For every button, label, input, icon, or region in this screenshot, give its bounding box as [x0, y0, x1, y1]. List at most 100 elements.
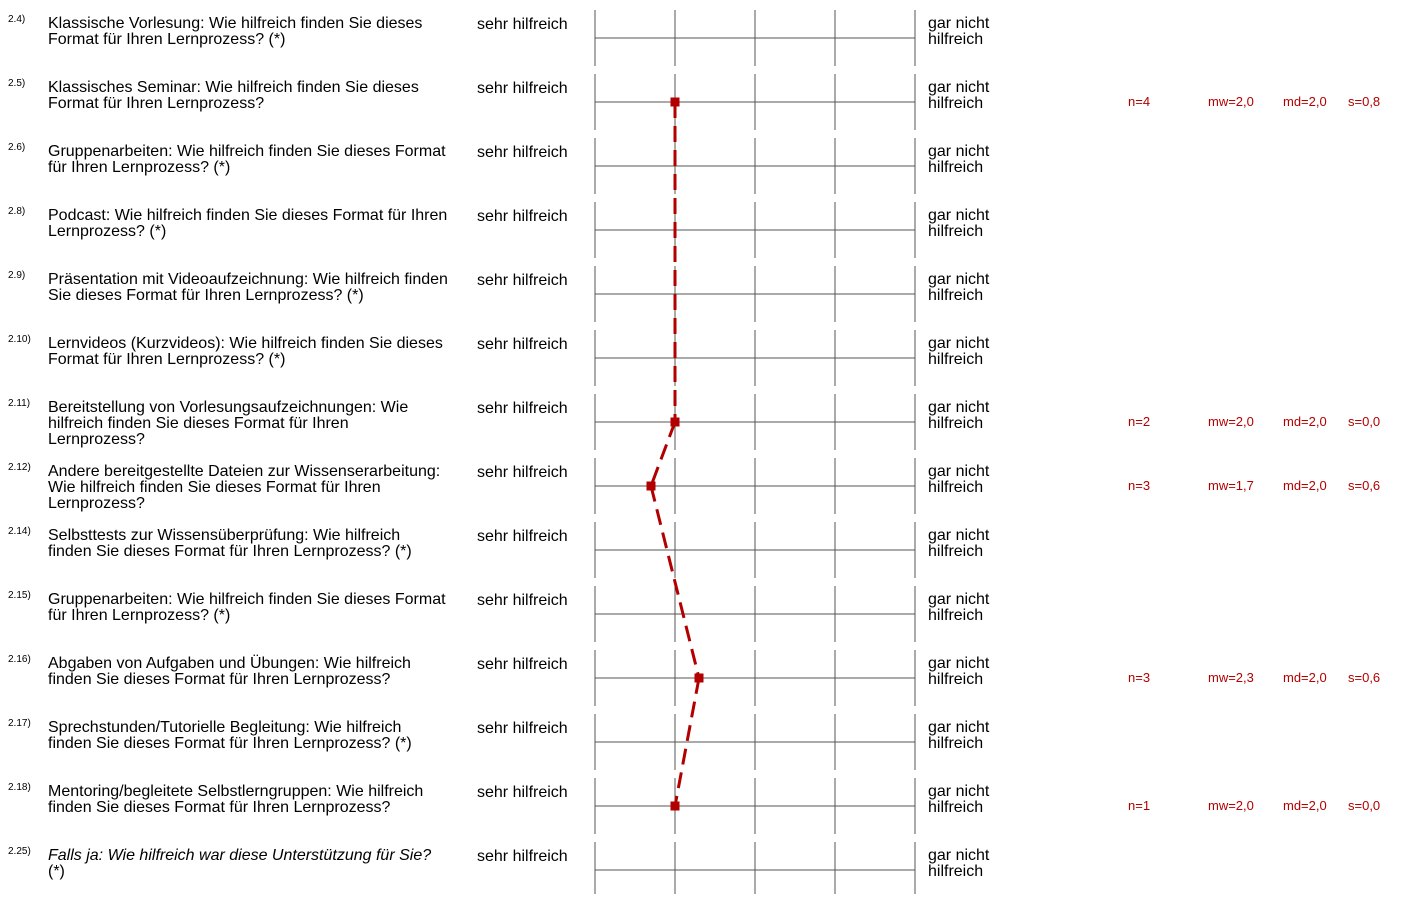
question-text: Andere bereitgestellte Dateien zur Wisse… [48, 463, 441, 512]
stat-n: n=2 [1128, 414, 1151, 429]
stat-mw: mw=2,0 [1208, 414, 1254, 429]
item-number: 2.10) [8, 334, 31, 345]
survey-row: 2.11) Bereitstellung von Vorlesungsaufzei… [0, 390, 1410, 454]
question-suffix: (*) [48, 863, 65, 880]
scale-left-label: sehr hilfreich [477, 16, 568, 33]
survey-row: 2.6) Gruppenarbeiten: Wie hilfreich finde… [0, 134, 1410, 198]
item-number: 2.8) [8, 206, 26, 217]
question-text: Bereitstellung von Vorlesungsaufzeichnun… [48, 399, 409, 448]
item-number: 2.5) [8, 78, 26, 89]
stat-md: md=2,0 [1283, 670, 1327, 685]
mean-marker [670, 801, 680, 811]
question-text: Klassisches Seminar: Wie hilfreich finde… [48, 79, 419, 112]
question-italic: Falls ja: Wie hilfreich war diese Unters… [48, 847, 432, 864]
scale-left-label: sehr hilfreich [477, 528, 568, 545]
scale-left-label: sehr hilfreich [477, 208, 568, 225]
stat-s: s=0,0 [1348, 414, 1381, 429]
scale-right-label: gar nicht hilfreich [928, 655, 990, 688]
mean-marker [670, 97, 680, 107]
mean-marker [670, 417, 680, 427]
survey-row: 2.18) Mentoring/begleitete Selbstlerngrup… [0, 774, 1410, 838]
scale-right-label: gar nicht hilfreich [928, 271, 990, 304]
scale-left-label: sehr hilfreich [477, 656, 568, 673]
scale-left-label: sehr hilfreich [477, 720, 568, 737]
stat-s: s=0,6 [1348, 478, 1381, 493]
scale-left-label: sehr hilfreich [477, 464, 568, 481]
profile-line-segment [673, 677, 701, 807]
item-number: 2.14) [8, 526, 31, 537]
survey-row: 2.8) Podcast: Wie hilfreich finden Sie di… [0, 198, 1410, 262]
item-number: 2.9) [8, 270, 26, 281]
scale-left-label: sehr hilfreich [477, 272, 568, 289]
survey-row: 2.10) Lernvideos (Kurzvideos): Wie hilfre… [0, 326, 1410, 390]
scale-left-label: sehr hilfreich [477, 848, 568, 865]
item-number: 2.6) [8, 142, 26, 153]
item-number: 2.12) [8, 462, 31, 473]
question-text: Gruppenarbeiten: Wie hilfreich finden Si… [48, 591, 446, 624]
question-text: Mentoring/begleitete Selbstlerngruppen: … [48, 783, 424, 816]
stat-mw: mw=2,0 [1208, 94, 1254, 109]
stat-s: s=0,8 [1348, 94, 1381, 109]
survey-row: 2.25) Falls ja: Wie hilfreich war diese U… [0, 838, 1410, 902]
scale-right-label: gar nicht hilfreich [928, 527, 990, 560]
scale-right-label: gar nicht hilfreich [928, 143, 990, 176]
survey-row: 2.17) Sprechstunden/Tutorielle Begleitung… [0, 710, 1410, 774]
survey-row: 2.12) Andere bereitgestellte Dateien zur … [0, 454, 1410, 518]
stat-md: md=2,0 [1283, 94, 1327, 109]
mean-marker [694, 673, 704, 683]
item-number: 2.18) [8, 782, 31, 793]
mean-marker [646, 481, 656, 491]
question-text: Präsentation mit Videoaufzeichnung: Wie … [48, 271, 448, 304]
scale-right-label: gar nicht hilfreich [928, 15, 990, 48]
stat-n: n=3 [1128, 670, 1151, 685]
scale-left-label: sehr hilfreich [477, 592, 568, 609]
question-text: Lernvideos (Kurzvideos): Wie hilfreich f… [48, 335, 443, 368]
profile-line-segment [649, 485, 701, 679]
survey-row: 2.16) Abgaben von Aufgaben und Übungen: W… [0, 646, 1410, 710]
scale-right-label: gar nicht hilfreich [928, 335, 990, 368]
stat-mw: mw=2,3 [1208, 670, 1254, 685]
scale-left-label: sehr hilfreich [477, 144, 568, 161]
survey-row: 2.15) Gruppenarbeiten: Wie hilfreich find… [0, 582, 1410, 646]
scale-left-label: sehr hilfreich [477, 784, 568, 801]
stat-s: s=0,6 [1348, 670, 1381, 685]
stat-n: n=4 [1128, 94, 1151, 109]
question-text: Falls ja: Wie hilfreich war diese Unters… [48, 848, 448, 880]
question-text: Klassische Vorlesung: Wie hilfreich find… [48, 15, 423, 48]
scale-right-label: gar nicht hilfreich [928, 719, 990, 752]
question-text: Podcast: Wie hilfreich finden Sie dieses… [48, 207, 448, 240]
scale-right-label: gar nicht hilfreich [928, 79, 990, 112]
item-number: 2.11) [8, 398, 31, 409]
stat-mw: mw=2,0 [1208, 798, 1254, 813]
survey-row: 2.4) Klassische Vorlesung: Wie hilfreich … [0, 6, 1410, 70]
question-text: Gruppenarbeiten: Wie hilfreich finden Si… [48, 143, 446, 176]
scale-right-label: gar nicht hilfreich [928, 591, 990, 624]
scale-right-label: gar nicht hilfreich [928, 399, 990, 432]
item-number: 2.15) [8, 590, 31, 601]
stat-s: s=0,0 [1348, 798, 1381, 813]
survey-row: 2.9) Präsentation mit Videoaufzeichnung: … [0, 262, 1410, 326]
question-text: Abgaben von Aufgaben und Übungen: Wie hi… [48, 655, 411, 688]
scale-right-label: gar nicht hilfreich [928, 207, 990, 240]
question-text: Selbsttests zur Wissensüberprüfung: Wie … [48, 527, 412, 560]
stat-n: n=3 [1128, 478, 1151, 493]
scale-left-label: sehr hilfreich [477, 80, 568, 97]
scale-right-label: gar nicht hilfreich [928, 463, 990, 496]
scale-left-label: sehr hilfreich [477, 336, 568, 353]
stat-md: md=2,0 [1283, 414, 1327, 429]
stat-md: md=2,0 [1283, 798, 1327, 813]
stat-n: n=1 [1128, 798, 1151, 813]
scale-left-label: sehr hilfreich [477, 400, 568, 417]
item-number: 2.16) [8, 654, 31, 665]
stat-mw: mw=1,7 [1208, 478, 1254, 493]
item-number: 2.4) [8, 14, 26, 25]
question-text: Sprechstunden/Tutorielle Begleitung: Wie… [48, 719, 412, 752]
scale-right-label: gar nicht hilfreich [928, 783, 990, 816]
survey-row: 2.5) Klassisches Seminar: Wie hilfreich f… [0, 70, 1410, 134]
scale-right-label: gar nicht hilfreich [928, 847, 990, 880]
item-number: 2.17) [8, 718, 31, 729]
profile-line-segment [649, 421, 677, 487]
stat-md: md=2,0 [1283, 478, 1327, 493]
item-number: 2.25) [8, 846, 31, 857]
